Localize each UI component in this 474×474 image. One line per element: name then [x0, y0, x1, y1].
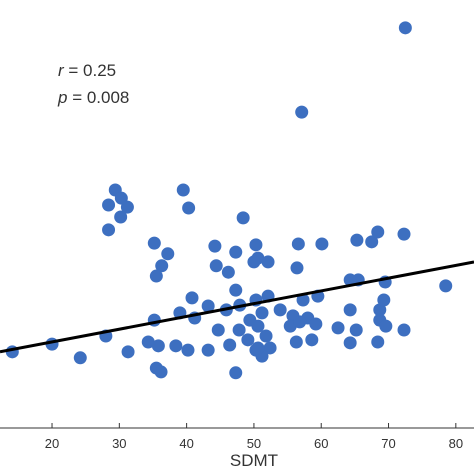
point [120, 200, 134, 214]
point [223, 338, 237, 352]
x-tick-label: 60 [314, 436, 328, 451]
point [147, 236, 161, 250]
point [398, 21, 412, 35]
point [379, 319, 393, 333]
point [293, 315, 307, 329]
point [236, 211, 250, 225]
point [309, 317, 323, 331]
point [247, 255, 261, 269]
point [182, 201, 196, 215]
point [371, 335, 385, 349]
x-axis-label: SDMT [230, 451, 278, 470]
point [229, 366, 243, 380]
annotation: r = 0.25 [58, 61, 116, 80]
point [176, 183, 190, 197]
point [349, 323, 363, 337]
x-tick-label: 20 [45, 436, 59, 451]
point [261, 255, 275, 269]
point [155, 259, 169, 273]
point [221, 265, 235, 279]
point [149, 269, 163, 283]
point [208, 239, 222, 253]
point [373, 303, 387, 317]
point [241, 333, 255, 347]
point [229, 283, 243, 297]
point [251, 319, 265, 333]
point [296, 293, 310, 307]
annotation-value: = 0.008 [67, 88, 129, 107]
point [181, 343, 195, 357]
point [343, 336, 357, 350]
point [185, 291, 199, 305]
point [201, 299, 215, 313]
point [331, 321, 345, 335]
point [255, 306, 269, 320]
point [263, 341, 277, 355]
point [102, 198, 116, 212]
annotation-symbol: r [58, 61, 65, 80]
point [169, 339, 183, 353]
point [114, 210, 128, 224]
point [249, 238, 263, 252]
point [315, 237, 329, 251]
point [343, 273, 357, 287]
fit-line [0, 260, 474, 354]
point [273, 303, 287, 317]
point [211, 323, 225, 337]
annotation-symbol: p [57, 88, 67, 107]
point [291, 237, 305, 251]
point [209, 259, 223, 273]
point [251, 341, 265, 355]
point [154, 365, 168, 379]
point [350, 233, 364, 247]
point [73, 351, 87, 365]
point [290, 261, 304, 275]
point [121, 345, 135, 359]
point [397, 323, 411, 337]
annotation: p = 0.008 [57, 88, 129, 107]
point [161, 247, 175, 261]
point [371, 225, 385, 239]
point [151, 339, 165, 353]
point [295, 105, 309, 119]
point [397, 227, 411, 241]
annotation-value: = 0.25 [64, 61, 116, 80]
point [289, 335, 303, 349]
point [229, 245, 243, 259]
point [343, 303, 357, 317]
point [305, 333, 319, 347]
point [377, 293, 391, 307]
x-tick-label: 50 [247, 436, 261, 451]
point [102, 223, 116, 237]
point [201, 343, 215, 357]
x-tick-label: 80 [449, 436, 463, 451]
point [439, 279, 453, 293]
point [259, 329, 273, 343]
point [232, 323, 246, 337]
x-tick-label: 30 [112, 436, 126, 451]
point [365, 235, 379, 249]
point [141, 335, 155, 349]
x-tick-label: 70 [381, 436, 395, 451]
x-tick-label: 40 [179, 436, 193, 451]
